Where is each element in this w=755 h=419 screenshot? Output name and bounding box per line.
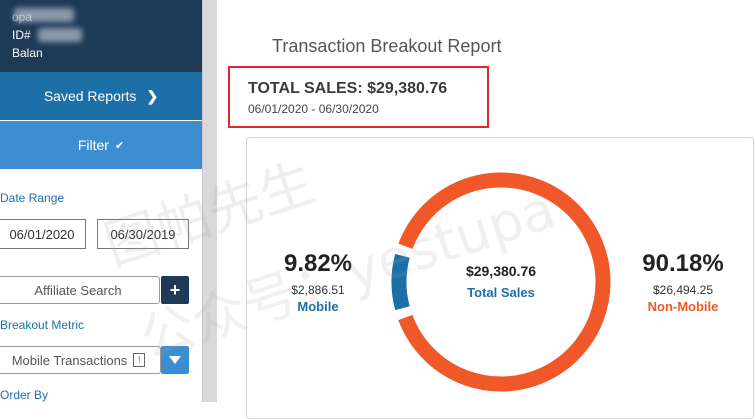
account-balance-label: Balan [12,46,43,60]
account-name: ора [12,10,33,24]
plus-icon: + [169,279,181,300]
sidebar: ора ID# Balan Saved Reports ❯ Filter ✔ D… [0,0,202,402]
breakout-metric-value: Mobile Transactions [11,352,128,368]
total-sales: TOTAL SALES: $29,380.76 [248,80,448,97]
mobile-label: Mobile [297,299,339,314]
report-date-range: 06/01/2020 - 06/30/2020 [248,102,379,116]
non-mobile-percent: 90.18% [642,250,724,277]
sidebar-scroll-edge [202,0,217,402]
total-sales-highlight: TOTAL SALES: $29,380.76 06/01/2020 - 06/… [228,66,489,128]
mobile-amount: $2,886.51 [291,283,345,297]
non-mobile-label: Non-Mobile [647,299,719,314]
non-mobile-amount: $26,494.25 [652,283,714,297]
date-range-label: Date Range [0,191,65,205]
redacted-account-id [38,28,82,42]
saved-reports-label: Saved Reports [43,88,137,104]
end-date-input[interactable]: 06/30/2019 [97,219,189,249]
breakout-metric-label: Breakout Metric [0,318,85,332]
saved-reports-button[interactable]: Saved Reports ❯ [0,72,202,120]
account-panel: ора ID# Balan [0,0,202,72]
account-id-label: ID# [12,28,31,42]
filter-toggle[interactable]: Filter ✔ [0,121,202,169]
add-affiliate-button[interactable]: + [161,276,189,304]
order-by-label: Order By [0,388,49,402]
report-title: Transaction Breakout Report [272,36,502,56]
affiliate-search-input[interactable]: Affiliate Search [0,276,160,304]
donut-center-label: Total Sales [467,285,535,300]
breakout-metric-select[interactable]: Mobile Transactions ! [0,346,161,374]
start-date-input[interactable]: 06/01/2020 [0,219,86,249]
info-icon: ! [133,353,146,367]
donut-center-amount: $29,380.76 [465,263,537,279]
caret-down-icon [169,356,181,364]
redacted-account-name [14,8,74,22]
breakout-metric-dropdown-button[interactable] [161,346,189,374]
chevron-right-icon: ❯ [146,87,159,104]
chevron-down-icon: ✔ [114,139,125,152]
mobile-percent: 9.82% [283,250,353,277]
filter-label: Filter [77,137,109,153]
